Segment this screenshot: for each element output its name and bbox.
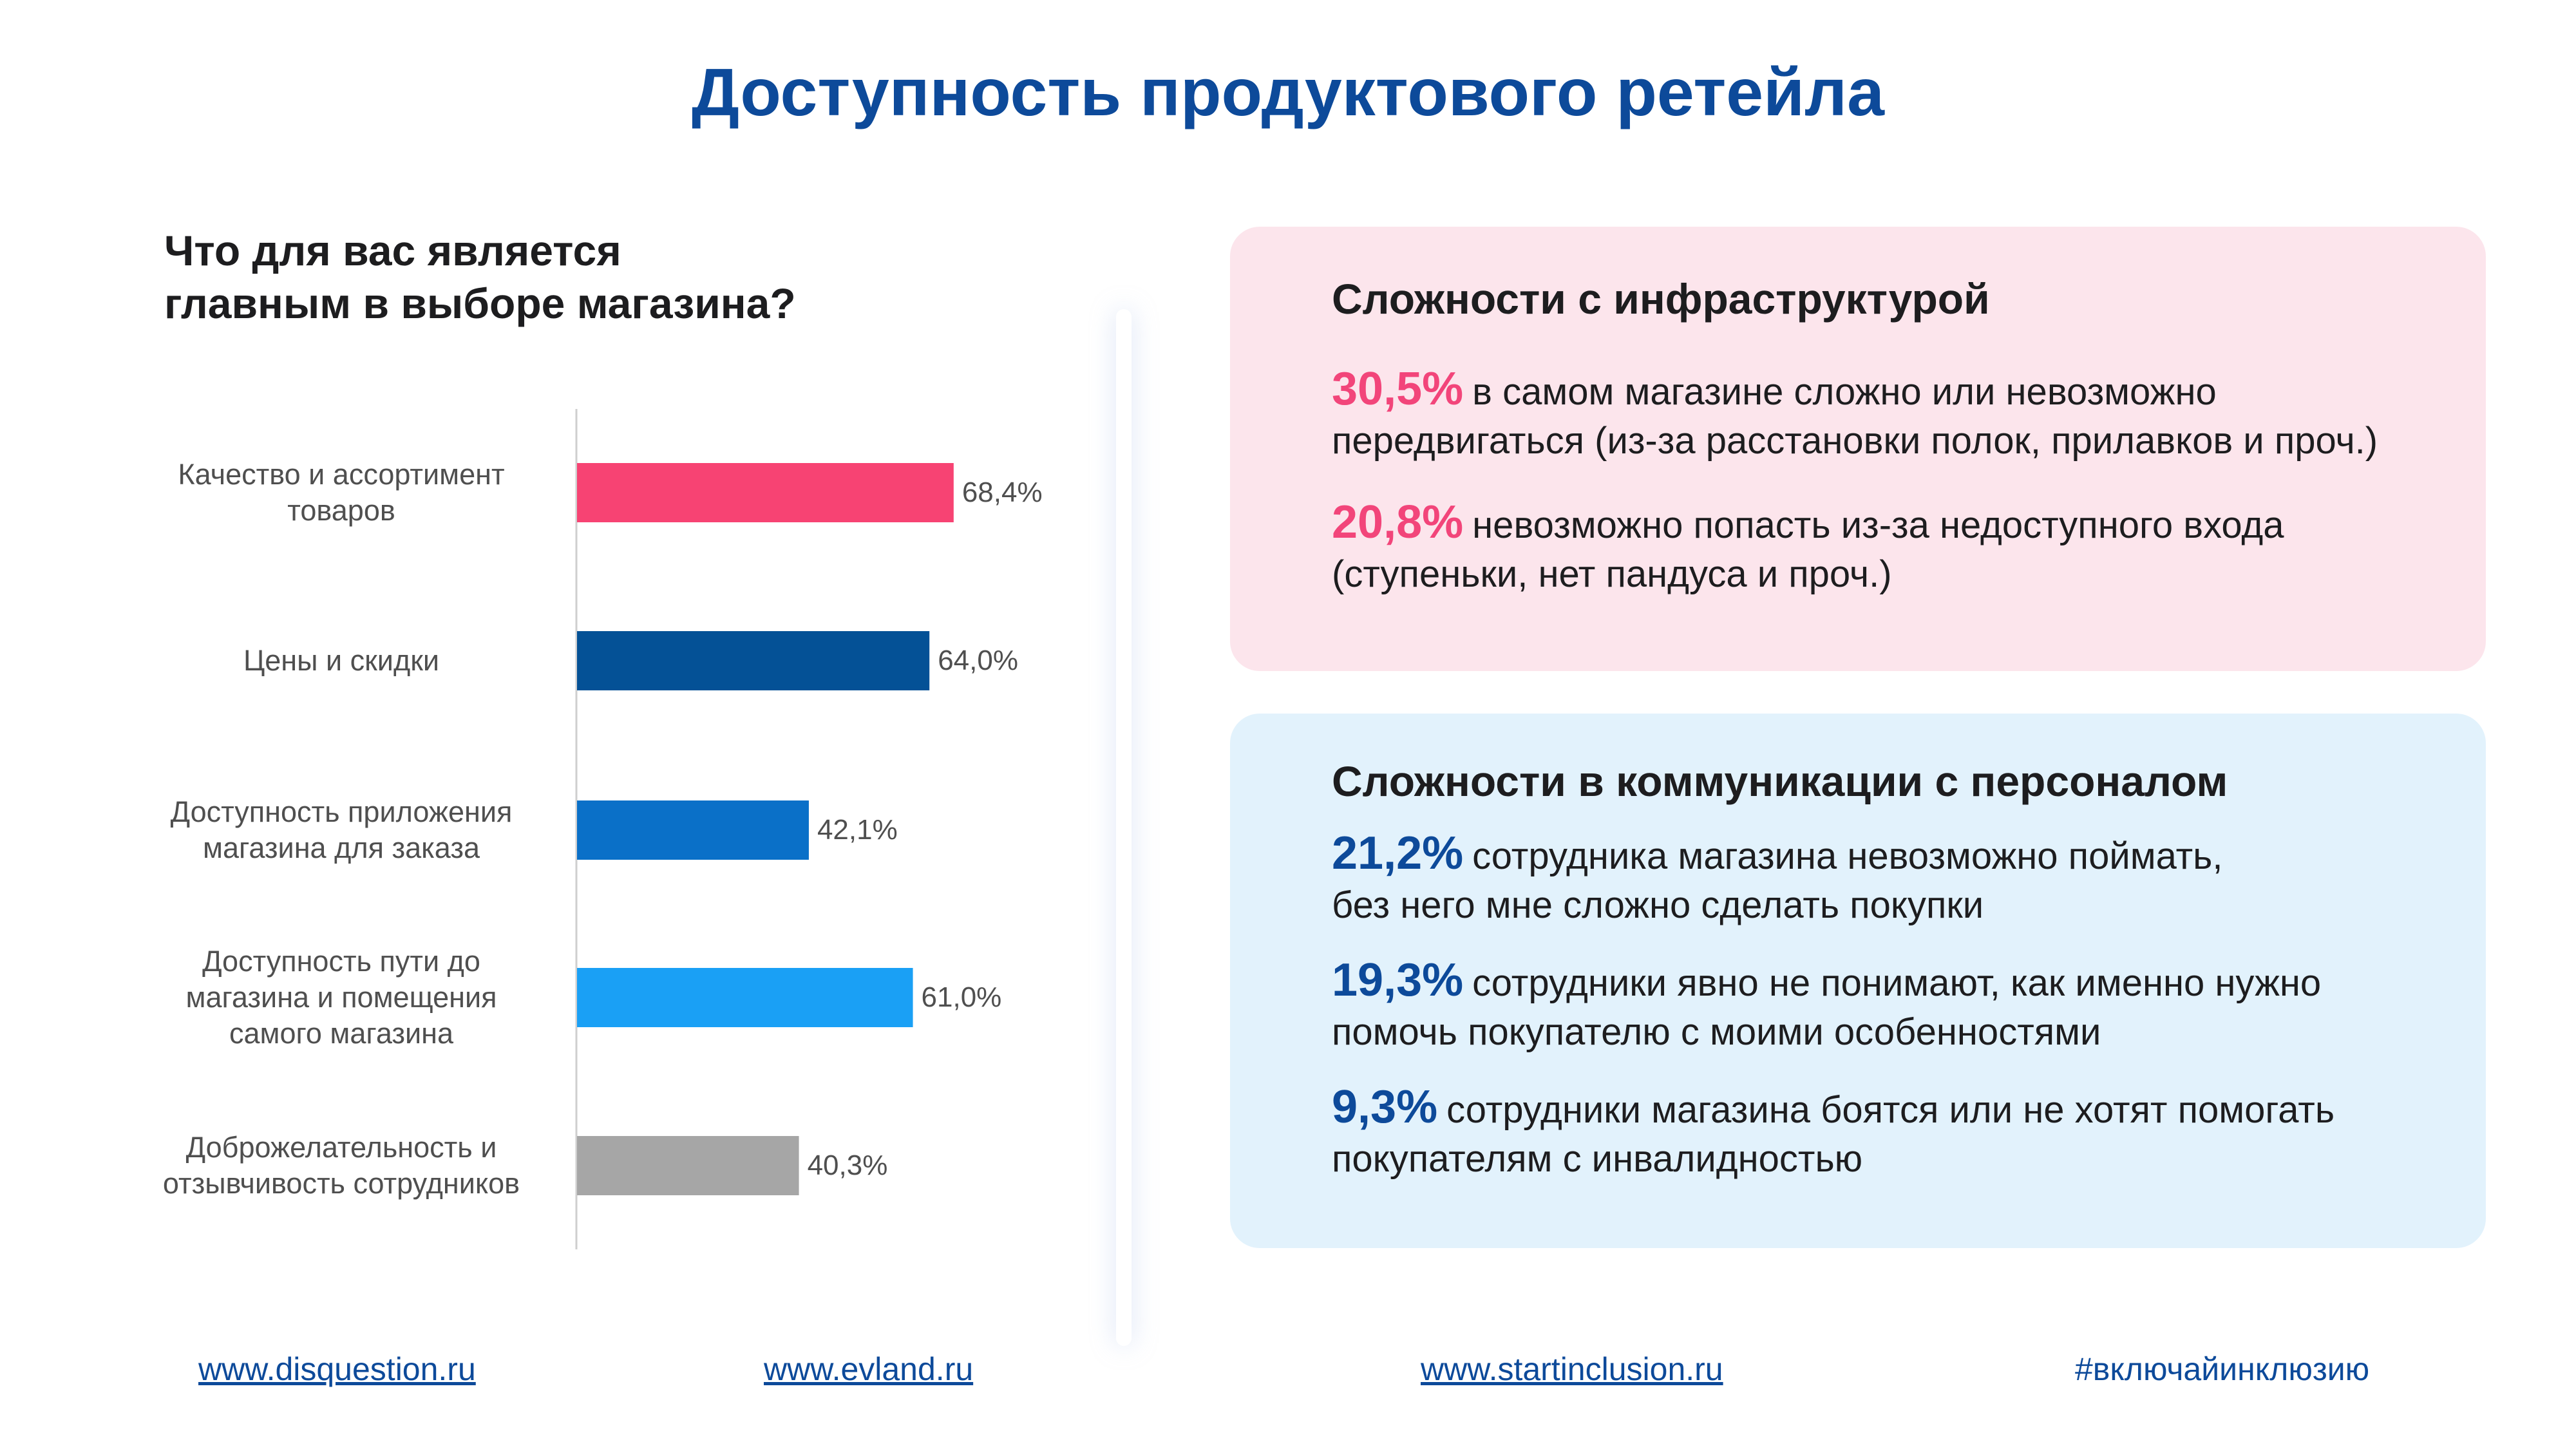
bar-value-label: 61,0% <box>921 981 1002 1013</box>
category-label-line: Доброжелательность и <box>185 1131 497 1164</box>
category-label-line: Цены и скидки <box>243 644 440 677</box>
category-label-line: Качество и ассортимент <box>178 458 505 491</box>
communication-stat: 9,3% сотрудники магазина боятся или не хо… <box>1332 1083 2389 1184</box>
stat-percent: 19,3% <box>1332 954 1464 1006</box>
question-line: главным в выборе магазина? <box>164 279 796 327</box>
footer-link-startinclusion[interactable]: www.startinclusion.ru <box>1421 1351 1723 1387</box>
category-label: Доброжелательность и отзывчивость сотрудн… <box>129 1130 554 1202</box>
stat-text: невозможно попасть из-за недоступного вх… <box>1472 504 2284 546</box>
communication-stat: 21,2% сотрудника магазина невозможно пойм… <box>1332 829 2389 930</box>
bar-value-label: 64,0% <box>938 645 1018 676</box>
vertical-divider <box>1116 309 1132 1346</box>
infrastructure-stat: 20,8% невозможно попасть из-за недоступно… <box>1332 498 2389 599</box>
communication-title: Сложности в коммуникации с персоналом <box>1332 757 2228 805</box>
communication-card: Сложности в коммуникации с персоналом 21… <box>1230 714 2486 1248</box>
communication-stat: 19,3% сотрудники явно не понимают, как им… <box>1332 956 2389 1057</box>
footer-link-evland[interactable]: www.evland.ru <box>764 1351 974 1387</box>
bar-value-label: 40,3% <box>807 1150 888 1181</box>
stat-text: (ступеньки, нет пандуса и проч.) <box>1332 553 1892 595</box>
stat-text: сотрудники магазина боятся или не хотят … <box>1446 1089 2335 1131</box>
bar-value-label: 42,1% <box>817 814 898 846</box>
stat-text: помочь покупателю с моими особенностями <box>1332 1011 2101 1053</box>
bar <box>577 631 930 690</box>
infrastructure-card: Сложности с инфраструктурой 30,5% в самом… <box>1230 227 2486 671</box>
stat-text: передвигаться (из-за расстановки полок, … <box>1332 420 2378 462</box>
stat-text: сотрудники явно не понимают, как именно … <box>1472 962 2322 1004</box>
infrastructure-title: Сложности с инфраструктурой <box>1332 275 1990 323</box>
category-label-line: Доступность пути до <box>202 945 480 978</box>
stat-text: в самом магазине сложно или невозможно <box>1472 371 2217 413</box>
category-label-line: товаров <box>287 494 395 527</box>
category-label: Качество и ассортимент товаров <box>129 457 554 529</box>
infrastructure-stat: 30,5% в самом магазине сложно или невозмо… <box>1332 365 2389 466</box>
footer-hashtag: #включайинклюзию <box>2075 1351 2370 1387</box>
bar-value-label: 68,4% <box>961 477 1043 508</box>
stat-text: сотрудника магазина невозможно поймать, <box>1472 835 2223 877</box>
stat-text: покупателям с инвалидностью <box>1332 1138 1863 1180</box>
stat-text: без него мне сложно сделать покупки <box>1332 884 1984 926</box>
stat-percent: 9,3% <box>1332 1081 1438 1133</box>
stat-percent: 20,8% <box>1332 497 1464 548</box>
page-title: Доступность продуктового ретейла <box>692 55 1884 130</box>
category-label: Доступность приложения магазина для заказ… <box>129 794 554 866</box>
category-label-line: самого магазина <box>229 1017 453 1050</box>
chart-question: Что для вас является главным в выборе ма… <box>164 224 1066 330</box>
category-label-line: магазина и помещения <box>185 981 497 1014</box>
stat-percent: 30,5% <box>1332 363 1464 415</box>
category-label: Доступность пути до магазина и помещения с… <box>129 943 554 1052</box>
bar <box>577 800 809 860</box>
category-label-line: Доступность приложения <box>170 795 513 828</box>
stat-percent: 21,2% <box>1332 828 1464 879</box>
bar <box>577 1136 799 1195</box>
bar <box>577 463 954 522</box>
category-label-line: магазина для заказа <box>203 831 480 864</box>
bar <box>577 968 913 1027</box>
category-label-line: отзывчивость сотрудников <box>162 1167 520 1200</box>
question-line: Что для вас является <box>164 227 621 274</box>
category-label: Цены и скидки <box>129 643 554 679</box>
footer-link-disquestion[interactable]: www.disquestion.ru <box>198 1351 476 1387</box>
bar-chart <box>575 409 954 1249</box>
